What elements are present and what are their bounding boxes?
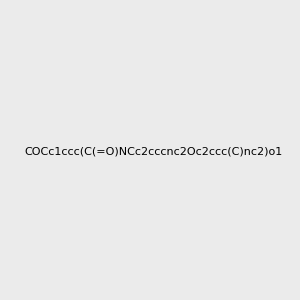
Text: COCc1ccc(C(=O)NCc2cccnc2Oc2ccc(C)nc2)o1: COCc1ccc(C(=O)NCc2cccnc2Oc2ccc(C)nc2)o1 — [25, 146, 283, 157]
